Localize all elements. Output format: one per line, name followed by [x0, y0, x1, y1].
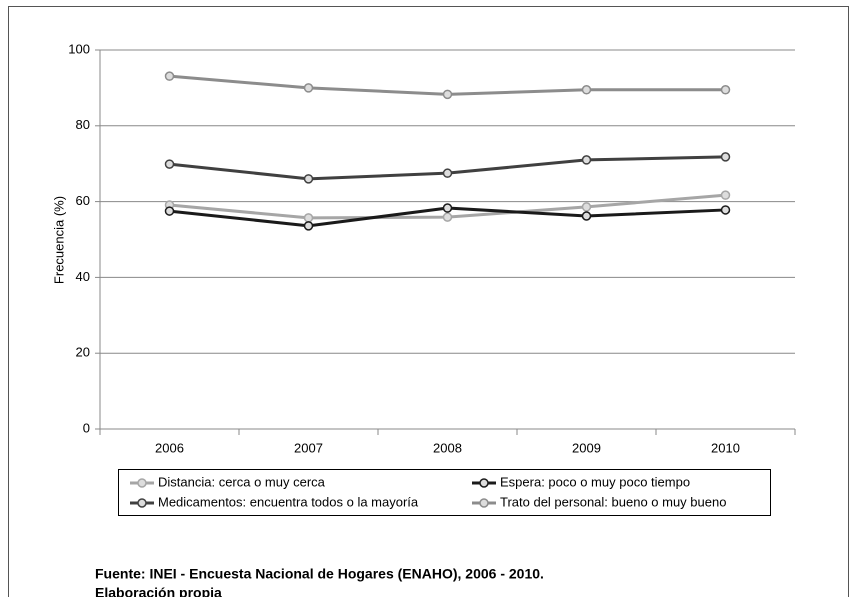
point: [442, 168, 453, 178]
x-tick-label: 2009: [572, 440, 601, 455]
x-tick-label: 2008: [433, 440, 462, 455]
y-tick-label: 60: [76, 193, 90, 208]
y-tick-label: 80: [76, 117, 90, 132]
x-tick-label: 2007: [294, 440, 323, 455]
y-tick-label: 0: [83, 420, 90, 435]
point: [720, 190, 731, 200]
legend-marker: [137, 478, 147, 488]
point: [164, 159, 175, 169]
legend-label: Distancia: cerca o muy cerca: [158, 474, 326, 489]
point: [303, 213, 314, 223]
point: [581, 85, 592, 95]
point: [164, 206, 175, 216]
legend-label: Trato del personal: bueno o muy bueno: [500, 494, 726, 509]
x-tick-label: 2010: [711, 440, 740, 455]
chart-border: [8, 6, 849, 602]
point: [442, 203, 453, 213]
legend-label: Medicamentos: encuentra todos o la mayor…: [158, 494, 419, 509]
point: [581, 211, 592, 221]
legend-marker: [137, 498, 147, 508]
x-tick-label: 2006: [155, 440, 184, 455]
legend-label: Espera: poco o muy poco tiempo: [500, 474, 690, 489]
y-tick-label: 100: [68, 41, 90, 56]
source-note: Elaboración propia: [95, 585, 222, 597]
point: [303, 174, 314, 184]
point: [581, 155, 592, 165]
point: [720, 85, 731, 95]
point: [442, 212, 453, 222]
legend-marker: [479, 478, 489, 488]
point: [303, 83, 314, 93]
source-note: Fuente: INEI - Encuesta Nacional de Hoga…: [95, 566, 544, 582]
point: [720, 205, 731, 215]
legend-box: [118, 469, 771, 516]
y-tick-label: 20: [76, 345, 90, 360]
legend-marker: [479, 498, 489, 508]
point: [303, 221, 314, 231]
y-tick-label: 40: [76, 269, 90, 284]
y-axis-label: Frecuencia (%): [51, 196, 66, 284]
point: [581, 202, 592, 212]
point: [164, 71, 175, 81]
point: [442, 89, 453, 100]
point: [720, 152, 731, 162]
